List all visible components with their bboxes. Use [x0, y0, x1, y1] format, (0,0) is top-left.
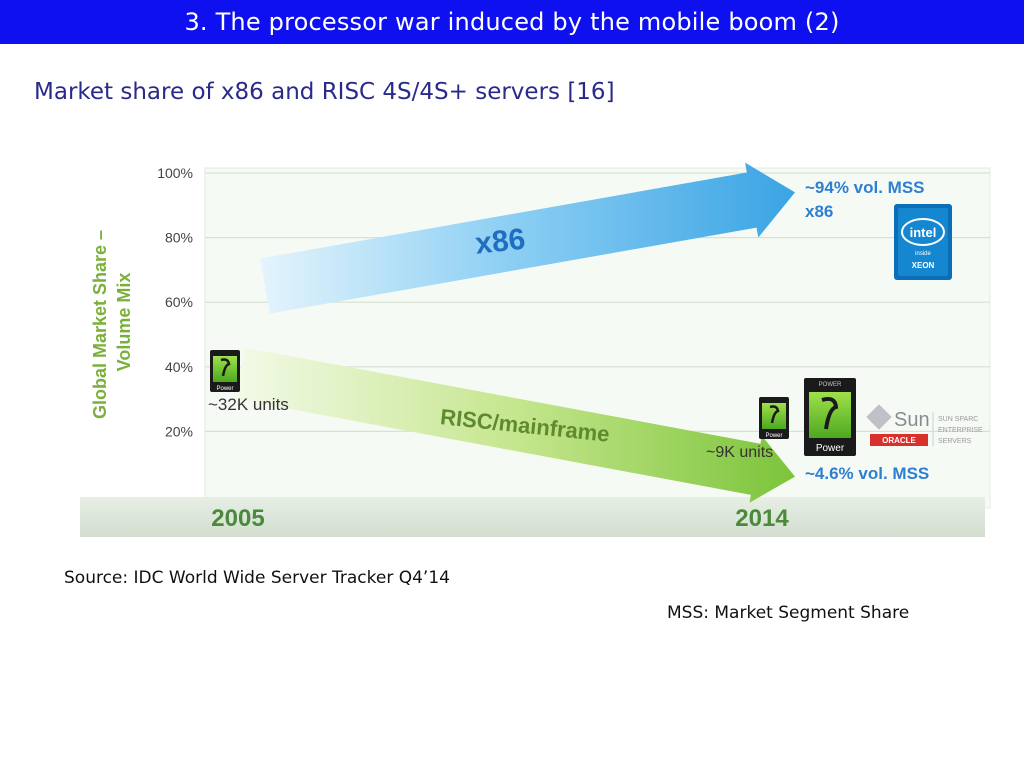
y-tick-labels: 20% 40% 60% 80% 100%: [157, 165, 193, 439]
series-arrow-risc: [235, 347, 795, 503]
title-bar: 3. The processor war induced by the mobi…: [0, 0, 1024, 44]
slide-title: 3. The processor war induced by the mobi…: [184, 8, 840, 36]
mss-definition-note: MSS: Market Segment Share: [667, 603, 910, 623]
series-label-x86: x86: [474, 223, 527, 261]
annotation-risc-end-units: ~9K units: [706, 444, 773, 461]
y-tick-label-100: 100%: [157, 165, 193, 181]
sun-line-2: ENTERPRISE: [938, 427, 983, 434]
y-axis-label: Global Market Share – Volume Mix: [90, 225, 134, 419]
intel-wordmark: intel: [910, 225, 937, 240]
sun-line-1: SUN SPARC: [938, 416, 978, 423]
power-chip-icon-2005: Power: [210, 350, 240, 392]
annotation-x86-end: ~94% vol. MSS: [805, 178, 925, 197]
intel-inside: inside: [915, 251, 931, 257]
annotation-risc-end: ~4.6% vol. MSS: [805, 464, 929, 483]
xeon-wordmark: XEON: [912, 261, 935, 270]
power-chip-label: Power: [216, 386, 233, 392]
annotation-risc-start: ~32K units: [208, 395, 289, 414]
oracle-wordmark: ORACLE: [882, 436, 916, 445]
power-chip-icon-2014-large: POWER Power: [804, 378, 856, 456]
power-chip-icon-2014-small: Power: [759, 397, 789, 439]
power-chip-top-label: POWER: [819, 382, 842, 388]
x-tick-label-2014: 2014: [735, 505, 789, 532]
series-arrow-x86: [260, 162, 796, 314]
sun-oracle-logo: Sun ORACLE SUN SPARC ENTERPRISE SERVERS: [866, 404, 983, 446]
power-chip-label: Power: [816, 443, 845, 454]
sun-wordmark: Sun: [894, 409, 930, 431]
intel-xeon-logo: intel inside XEON: [894, 204, 952, 280]
y-tick-label-20: 20%: [165, 423, 193, 439]
y-axis-label-line2: Volume Mix: [114, 273, 134, 372]
sun-line-3: SERVERS: [938, 438, 972, 445]
y-tick-label-40: 40%: [165, 359, 193, 375]
y-tick-label-60: 60%: [165, 294, 193, 310]
year-band: [80, 497, 985, 537]
y-axis-label-line1: Global Market Share –: [90, 230, 110, 419]
source-note: Source: IDC World Wide Server Tracker Q4…: [64, 568, 450, 588]
x-tick-label-2005: 2005: [211, 505, 264, 532]
y-tick-label-80: 80%: [165, 230, 193, 246]
power-chip-label: Power: [765, 433, 782, 439]
slide-subtitle: Market share of x86 and RISC 4S/4S+ serv…: [34, 79, 615, 105]
annotation-x86-tag: x86: [805, 202, 833, 221]
